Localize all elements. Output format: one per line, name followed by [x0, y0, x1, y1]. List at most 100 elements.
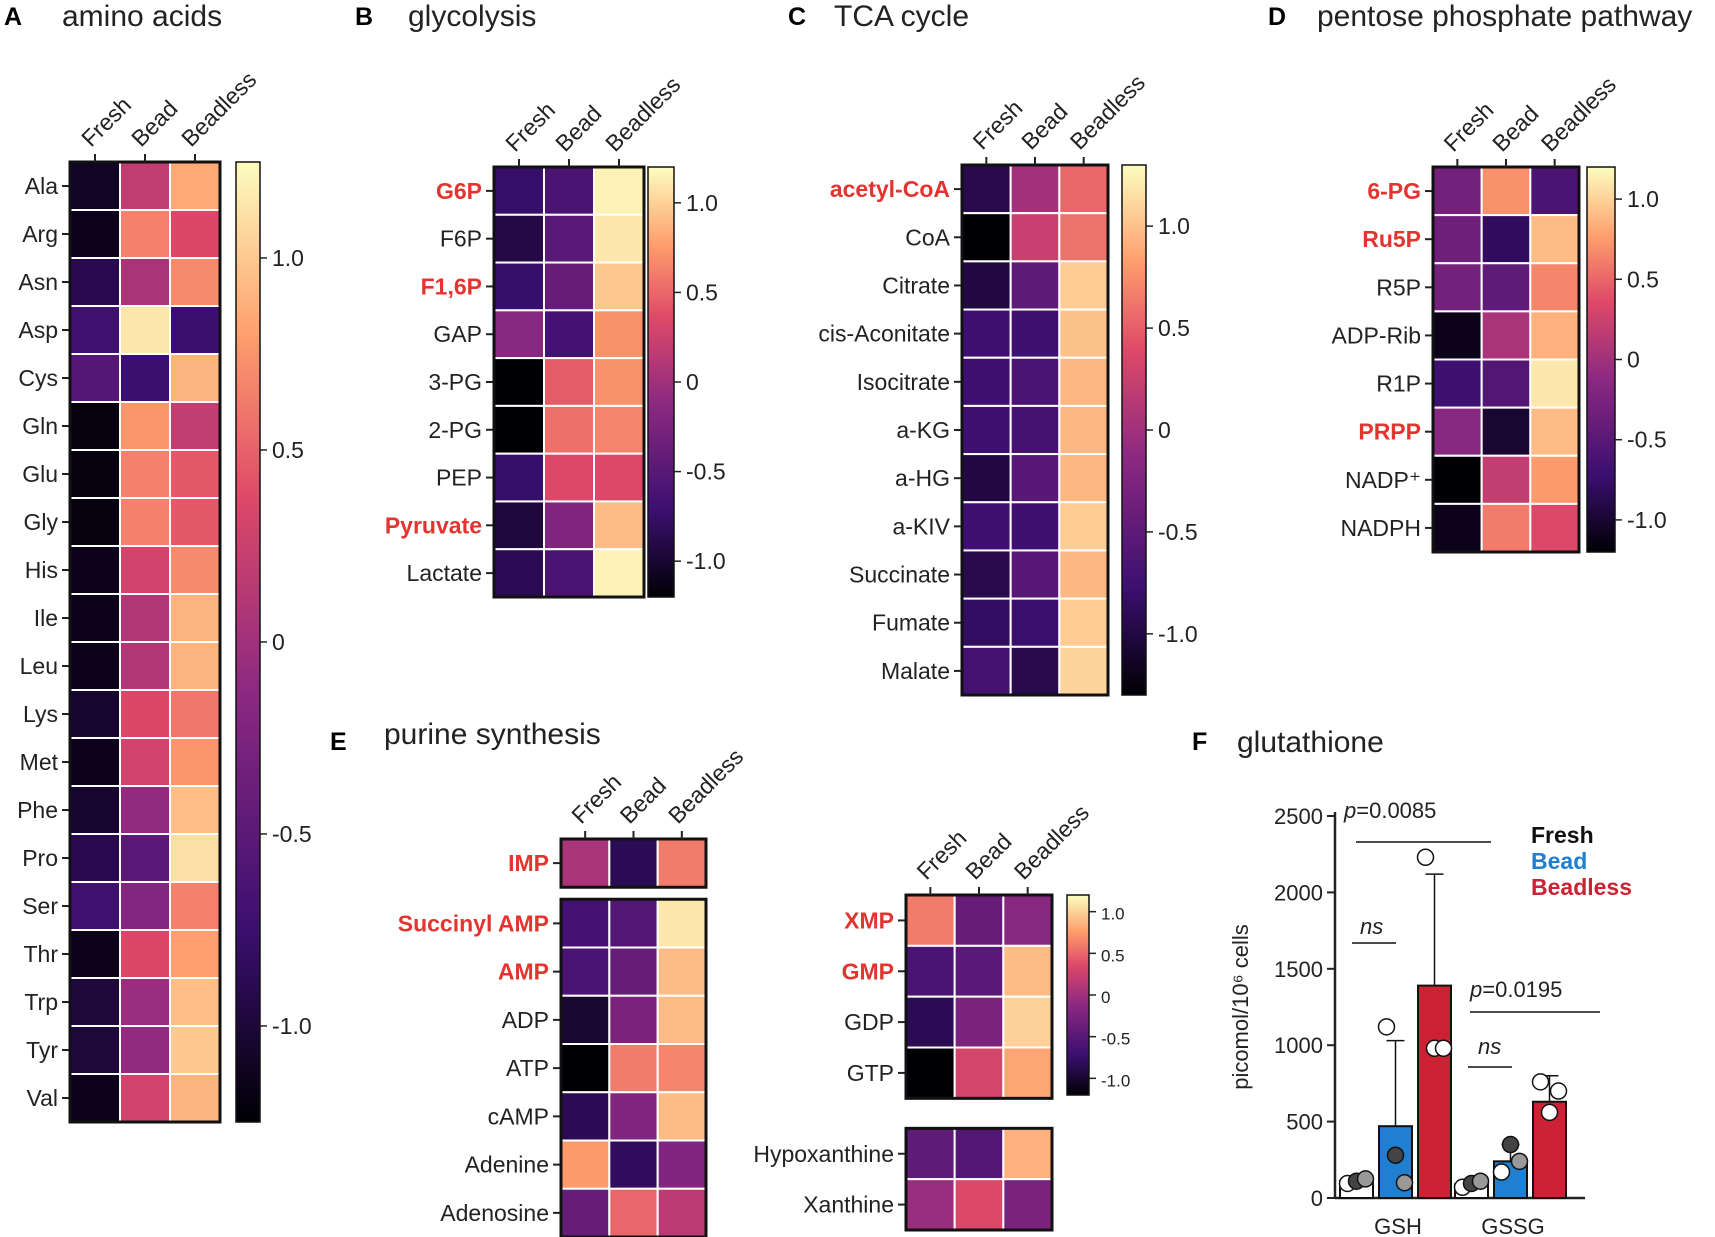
row-label-adenosine: Adenosine — [440, 1200, 549, 1226]
heatmap-cell-acetyl-coa-fresh — [961, 164, 1012, 215]
row-label-atp: ATP — [506, 1055, 549, 1081]
colorbar-label: -1.0 — [686, 548, 726, 574]
heatmap-cell-a-kg-fresh — [961, 404, 1012, 456]
heatmap-cell-asp-beadless — [169, 305, 221, 355]
row-label-gmp: GMP — [842, 958, 894, 984]
heatmap-cell-a-kiv-beadless — [1058, 501, 1110, 552]
heatmap-cell-isocitrate-beadless — [1058, 356, 1110, 407]
heatmap-cell-prpp-bead — [1480, 406, 1532, 457]
heatmap-cell-amp-beadless — [656, 946, 708, 997]
row-label-pyruvate: Pyruvate — [385, 512, 482, 538]
colorbar-label: 1.0 — [1158, 213, 1190, 239]
heatmap-cell-adenosine-bead — [608, 1187, 659, 1237]
heatmap-cell-adenine-beadless — [656, 1139, 708, 1190]
heatmap-cell-succinate-bead — [1009, 549, 1061, 600]
y-tick-label: 2000 — [1274, 880, 1323, 905]
row-label-ala: Ala — [25, 173, 58, 199]
heatmap-cell-succinate-fresh — [961, 549, 1012, 600]
heatmap-cell-pro-fresh — [69, 833, 121, 883]
heatmap-cell-ala-fresh — [69, 161, 121, 211]
heatmap-a: Ala Arg Asn Asp Cys Gln Glu Gly His Ile Leu Lys Met P… — [17, 66, 312, 1124]
heatmap-cell-cys-fresh — [69, 353, 121, 403]
heatmap-cell-glu-beadless — [169, 449, 221, 499]
heatmap-cell-coa-beadless — [1058, 212, 1110, 263]
heatmap-cell-ala-beadless — [169, 161, 221, 211]
row-label-prpp: PRPP — [1358, 419, 1421, 445]
heatmap-cell-nadp-bead — [1480, 454, 1532, 505]
heatmap-cell-hypoxanthine-fresh — [905, 1127, 956, 1181]
colorbar-label: -0.5 — [1101, 1030, 1130, 1049]
colorbar-label: 1.0 — [272, 245, 304, 271]
heatmap-cell-prpp-beadless — [1529, 406, 1581, 457]
heatmap-cell-nadph-beadless — [1529, 502, 1581, 553]
column-label-bead: Bead — [1487, 100, 1543, 156]
colorbar — [1066, 894, 1090, 1096]
y-tick-label: 0 — [1311, 1186, 1323, 1211]
colorbar-label: 1.0 — [686, 190, 718, 216]
heatmap-cell-fumate-beadless — [1058, 597, 1110, 648]
row-label-nadph: NADPH — [1340, 515, 1421, 541]
row-label-glu: Glu — [22, 461, 58, 487]
heatmap-cell-ile-beadless — [169, 593, 221, 643]
significance-label: ns — [1360, 914, 1383, 939]
heatmap-cell-adenine-fresh — [560, 1139, 611, 1190]
heatmap-cell-pep-fresh — [493, 452, 545, 503]
heatmap-cell-r1p-beadless — [1529, 358, 1581, 409]
colorbar-label: 1.0 — [1627, 186, 1659, 212]
p-symbol: p — [1469, 977, 1482, 1002]
heatmap-cell-citrate-fresh — [961, 260, 1012, 311]
column-label-fresh: Fresh — [967, 95, 1027, 155]
heatmap-cell-a-kiv-fresh — [961, 501, 1012, 552]
heatmap-cell-xmp-beadless — [1002, 894, 1053, 947]
row-label-asp: Asp — [18, 317, 58, 343]
heatmap-cell-camp-bead — [608, 1091, 659, 1142]
heatmap-e2: XMPGMPGDPGTPHypoxanthineXanthineFreshBea… — [753, 799, 1130, 1232]
heatmap-cell-a-hg-bead — [1009, 453, 1061, 504]
heatmap-cell-malate-fresh — [961, 645, 1012, 696]
heatmap-cell-camp-fresh — [560, 1091, 611, 1142]
column-label-beadless: Beadless — [663, 743, 748, 828]
column-label-beadless: Beadless — [1065, 69, 1150, 154]
data-point-gsh-beadless — [1416, 848, 1435, 867]
heatmap-cell-2-pg-bead — [543, 404, 595, 455]
column-label-bead: Bead — [960, 828, 1016, 884]
x-category-label-gsh: GSH — [1374, 1214, 1422, 1237]
panel-d-letter: D — [1268, 3, 1286, 31]
heatmap-cell-atp-beadless — [656, 1043, 708, 1094]
row-label-gtp: GTP — [847, 1060, 894, 1086]
colorbar-label: -0.5 — [1627, 427, 1667, 453]
heatmap-cell-imp-fresh — [560, 838, 611, 889]
heatmap-cell-adp-rib-fresh — [1432, 310, 1483, 361]
column-label-fresh: Fresh — [76, 92, 136, 152]
colorbar — [647, 166, 675, 598]
row-label-a-kiv: a-KIV — [892, 513, 950, 539]
heatmap-cell-f6p-beadless — [593, 213, 645, 264]
heatmap-cell-gln-beadless — [169, 401, 221, 451]
heatmap-cell-citrate-bead — [1009, 260, 1061, 311]
heatmap-cell-fumate-fresh — [961, 597, 1012, 648]
heatmap-cell-3-pg-bead — [543, 357, 595, 407]
row-label-acetyl-coa: acetyl-CoA — [830, 176, 950, 202]
data-point-gssg-bead — [1492, 1163, 1511, 1181]
row-label-isocitrate: Isocitrate — [857, 369, 950, 395]
heatmap-cell-nadph-fresh — [1432, 502, 1483, 553]
heatmap-cell-g6p-fresh — [493, 166, 545, 216]
colorbar-label: -1.0 — [1158, 621, 1198, 647]
heatmap-cell-r5p-bead — [1480, 262, 1532, 313]
panel-f-title: glutathione — [1237, 726, 1384, 759]
heatmap-cell-cys-beadless — [169, 353, 221, 403]
row-label-nadp: NADP⁺ — [1345, 467, 1421, 493]
row-label-6-pg: 6-PG — [1367, 178, 1421, 204]
row-label-val: Val — [26, 1085, 58, 1111]
heatmap-cell-lactate-fresh — [493, 548, 545, 599]
heatmap-cell-gap-beadless — [593, 309, 645, 360]
heatmap-cell-r1p-bead — [1480, 358, 1532, 409]
heatmap-cell-ser-beadless — [169, 881, 221, 931]
column-label-beadless: Beadless — [1009, 799, 1094, 884]
row-label-a-hg: a-HG — [895, 465, 950, 491]
data-point-gssg-beadless — [1549, 1082, 1568, 1100]
heatmap-cell-val-bead — [119, 1073, 171, 1123]
heatmap-border — [559, 897, 708, 1237]
row-label-ser: Ser — [22, 893, 58, 919]
